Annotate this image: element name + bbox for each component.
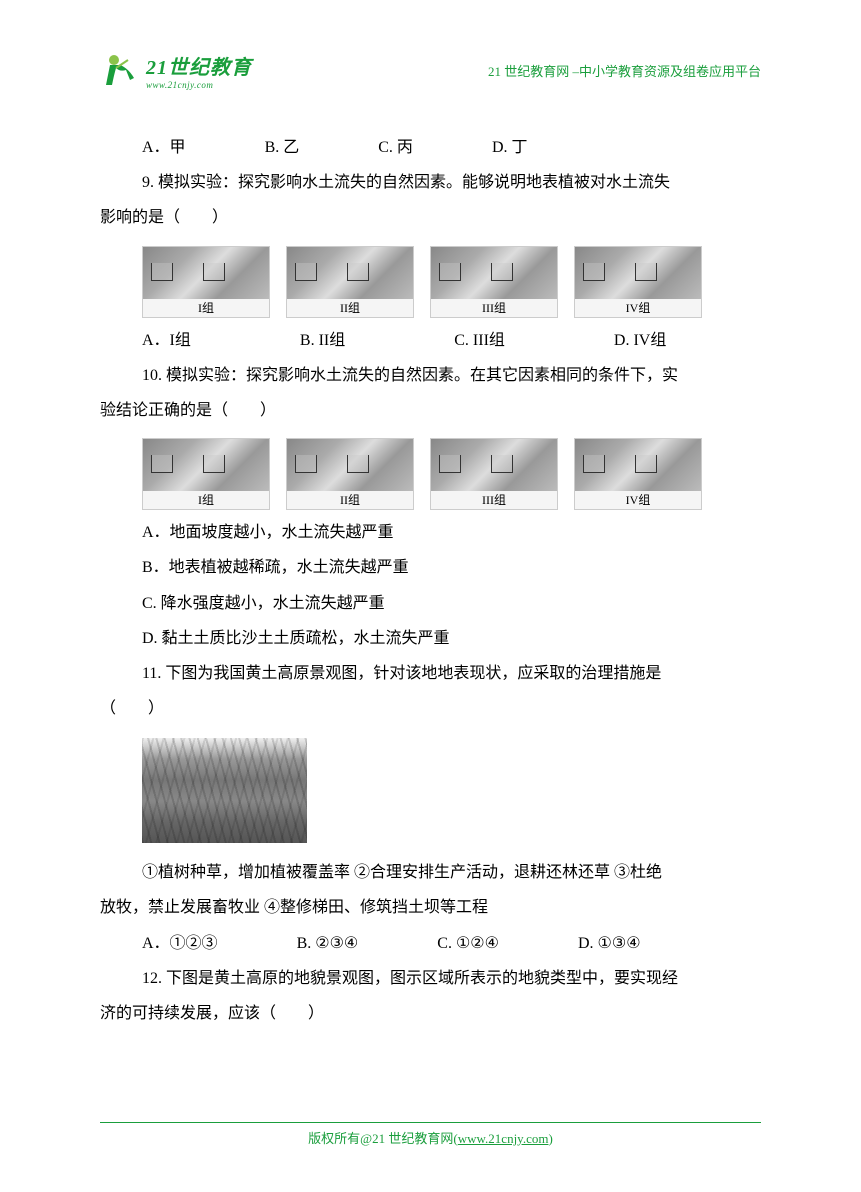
q10-option-b: B．地表植被越稀疏，水土流失越严重 [142, 550, 761, 585]
q9-text-line2: 影响的是（ ） [100, 200, 761, 235]
q12-text-line2: 济的可持续发展，应该（ ） [100, 996, 761, 1031]
logo-sub-text: www.21cnjy.com [146, 80, 252, 90]
q11-option-c: C. ①②④ [437, 926, 499, 961]
q9-option-c: C. III组 [454, 323, 505, 358]
q9-exp-label-4: IV组 [626, 299, 651, 317]
q9-exp-img-1: I组 [142, 246, 270, 318]
q11-option-b: B. ②③④ [297, 926, 359, 961]
q9-exp-img-3: III组 [430, 246, 558, 318]
q9-exp-label-2: II组 [340, 299, 360, 317]
q10-exp-label-4: IV组 [626, 491, 651, 509]
q10-exp-label-2: II组 [340, 491, 360, 509]
q9-option-d: D. IV组 [614, 323, 666, 358]
q10-exp-label-1: I组 [198, 491, 214, 509]
q9-option-a: A．I组 [142, 323, 191, 358]
q9-option-b: B. II组 [300, 323, 345, 358]
document-content: A．甲 B. 乙 C. 丙 D. 丁 9. 模拟实验：探究影响水土流失的自然因素… [100, 130, 761, 1031]
footer-prefix: 版权所有@21 世纪教育网( [308, 1131, 458, 1146]
q8-option-d: D. 丁 [492, 130, 528, 165]
q8-option-b: B. 乙 [265, 130, 300, 165]
q8-option-a: A．甲 [142, 130, 186, 165]
q9-exp-label-1: I组 [198, 299, 214, 317]
q9-exp-label-3: III组 [482, 299, 506, 317]
q11-option-a: A．①②③ [142, 926, 218, 961]
page-footer: 版权所有@21 世纪教育网(www.21cnjy.com) [100, 1122, 761, 1147]
q10-text-line1: 10. 模拟实验：探究影响水土流失的自然因素。在其它因素相同的条件下，实 [100, 358, 761, 393]
q11-text-line2: （ ） [100, 691, 761, 726]
q12-text-line1: 12. 下图是黄土高原的地貌景观图，图示区域所表示的地貌类型中，要实现经 [100, 961, 761, 996]
logo-area: 21世纪教育 www.21cnjy.com [100, 50, 252, 90]
q11-loess-image [142, 738, 307, 843]
q9-text-line1: 9. 模拟实验：探究影响水土流失的自然因素。能够说明地表植被对水土流失 [100, 165, 761, 200]
q10-exp-img-2: II组 [286, 438, 414, 510]
q11-statements-line1: ①植树种草，增加植被覆盖率 ②合理安排生产活动，退耕还林还草 ③杜绝 [100, 855, 761, 890]
q10-options: A．地面坡度越小，水土流失越严重 B．地表植被越稀疏，水土流失越严重 C. 降水… [100, 515, 761, 656]
logo-icon [100, 50, 140, 90]
q8-option-c: C. 丙 [378, 130, 413, 165]
q9-options: A．I组 B. II组 C. III组 D. IV组 [100, 323, 761, 358]
q10-exp-label-3: III组 [482, 491, 506, 509]
q9-exp-img-4: IV组 [574, 246, 702, 318]
q10-exp-img-3: III组 [430, 438, 558, 510]
q10-text-line2: 验结论正确的是（ ） [100, 393, 761, 428]
q10-option-c: C. 降水强度越小，水土流失越严重 [142, 586, 761, 621]
logo-text: 21世纪教育 www.21cnjy.com [146, 51, 252, 90]
q9-exp-img-2: II组 [286, 246, 414, 318]
q8-options: A．甲 B. 乙 C. 丙 D. 丁 [100, 130, 761, 165]
header-right-text: 21 世纪教育网 –中小学教育资源及组卷应用平台 [488, 61, 761, 80]
logo-main-text: 21世纪教育 [146, 51, 252, 80]
q10-exp-img-1: I组 [142, 438, 270, 510]
q11-option-d: D. ①③④ [578, 926, 641, 961]
q9-experiment-images: I组 II组 III组 IV组 [100, 246, 761, 318]
page-header: 21世纪教育 www.21cnjy.com 21 世纪教育网 –中小学教育资源及… [100, 50, 761, 95]
q11-statements-line2: 放牧，禁止发展畜牧业 ④整修梯田、修筑挡土坝等工程 [100, 890, 761, 925]
q11-options: A．①②③ B. ②③④ C. ①②④ D. ①③④ [100, 926, 761, 961]
q11-text-line1: 11. 下图为我国黄土高原景观图，针对该地地表现状，应采取的治理措施是 [100, 656, 761, 691]
q10-option-d: D. 黏土土质比沙土土质疏松，水土流失严重 [142, 621, 761, 656]
q10-option-a: A．地面坡度越小，水土流失越严重 [142, 515, 761, 550]
footer-link[interactable]: www.21cnjy.com [458, 1131, 549, 1146]
q10-experiment-images: I组 II组 III组 IV组 [100, 438, 761, 510]
q10-exp-img-4: IV组 [574, 438, 702, 510]
footer-suffix: ) [548, 1131, 552, 1146]
